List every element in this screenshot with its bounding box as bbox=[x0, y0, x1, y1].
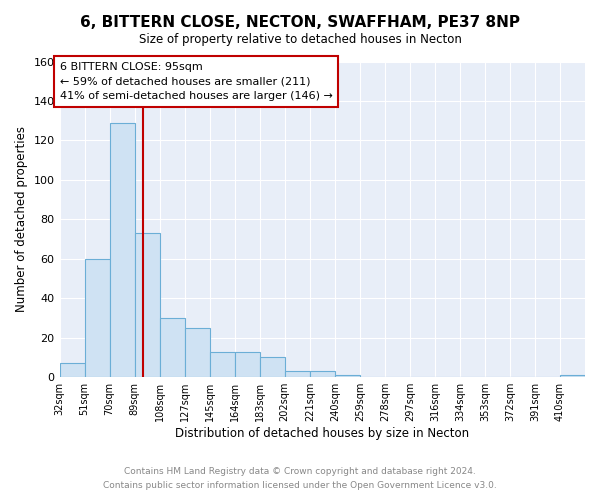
Text: Contains HM Land Registry data © Crown copyright and database right 2024.
Contai: Contains HM Land Registry data © Crown c… bbox=[103, 468, 497, 489]
Bar bbox=[59, 364, 85, 377]
Text: Size of property relative to detached houses in Necton: Size of property relative to detached ho… bbox=[139, 32, 461, 46]
Bar bbox=[310, 372, 335, 377]
Bar bbox=[560, 375, 585, 377]
Text: 6, BITTERN CLOSE, NECTON, SWAFFHAM, PE37 8NP: 6, BITTERN CLOSE, NECTON, SWAFFHAM, PE37… bbox=[80, 15, 520, 30]
X-axis label: Distribution of detached houses by size in Necton: Distribution of detached houses by size … bbox=[175, 427, 469, 440]
Bar bbox=[285, 372, 310, 377]
Bar bbox=[335, 375, 360, 377]
Bar bbox=[185, 328, 209, 377]
Text: 6 BITTERN CLOSE: 95sqm
← 59% of detached houses are smaller (211)
41% of semi-de: 6 BITTERN CLOSE: 95sqm ← 59% of detached… bbox=[59, 62, 332, 101]
Bar bbox=[134, 233, 160, 377]
Bar bbox=[160, 318, 185, 377]
Bar bbox=[110, 122, 134, 377]
Y-axis label: Number of detached properties: Number of detached properties bbox=[15, 126, 28, 312]
Bar bbox=[235, 352, 260, 377]
Bar bbox=[209, 352, 235, 377]
Bar bbox=[260, 358, 285, 377]
Bar bbox=[85, 259, 110, 377]
